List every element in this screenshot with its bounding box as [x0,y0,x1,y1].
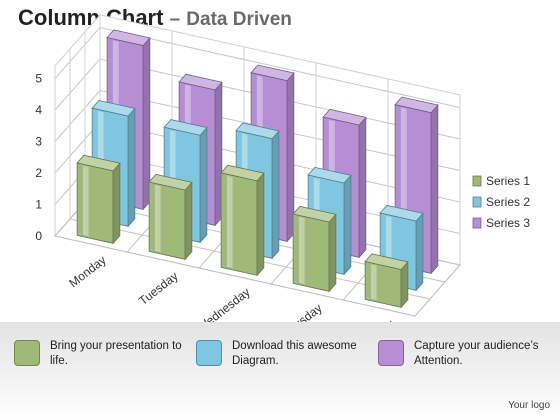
column-top [379,204,424,222]
column-top [76,154,121,172]
column-highlight [298,216,305,285]
column-side [415,212,424,292]
column-side [199,126,208,244]
x-category-label: Tuesday [136,269,181,308]
column-highlight [226,175,233,269]
column-side [184,181,193,261]
column-top [148,173,193,191]
column-top [307,166,352,184]
x-category-label: Wednesday [194,285,252,322]
column-front [220,172,258,276]
column-side [358,116,367,259]
column-monday-series-1 [76,154,121,245]
y-tick-label: 1 [35,198,42,212]
callout-text: Capture your audience’s Attention. [414,340,539,367]
column-front [76,162,114,244]
callout-text: Download this awesome Diagram. [232,340,357,367]
y-tick-label: 5 [35,72,42,86]
callout-swatch [378,340,404,366]
legend-swatch [472,217,482,229]
column-top [106,29,151,46]
column-top [91,99,136,117]
legend-item: Series 2 [472,195,530,209]
footer-brand: Your logo [508,400,550,411]
floor-line [54,235,416,317]
legend: Series 1 Series 2 Series 3 [472,174,530,230]
column-top [364,253,409,270]
column-top [178,73,223,91]
legend-label: Series 1 [486,174,530,188]
column-side [112,162,121,245]
column-front [148,181,186,260]
column-highlight [82,165,89,237]
title-dash: – [169,9,181,30]
x-category-label: Monday [66,253,108,290]
column-highlight [154,184,161,253]
column-side [343,174,352,276]
floor-line [414,264,461,317]
column-friday-series-1 [364,253,409,309]
x-category-label: Thrusday [277,301,325,322]
column-top [250,64,295,82]
legend-swatch [472,175,482,187]
column-side [271,129,280,260]
callout-text: Bring your presentation to life. [50,340,182,367]
footer-band [0,322,560,420]
callout-swatch [196,340,222,366]
y-tick-label: 2 [35,166,42,180]
column-top [394,96,439,114]
legend-item: Series 3 [472,216,530,230]
legend-swatch [472,196,482,208]
legend-label: Series 3 [486,216,530,230]
column-side [256,172,265,277]
column-chart-3d: 012345MondayTuesdayWednesdayThrusdayFrid… [35,13,530,322]
column-top [235,122,280,140]
column-top [322,108,367,126]
column-front [292,213,330,292]
title-subtitle: Data Driven [186,9,292,30]
y-tick-label: 4 [35,103,42,117]
column-top [220,164,265,182]
column-side [127,107,136,228]
column-side [430,103,439,275]
callout-swatch [14,340,40,366]
columns [76,29,439,309]
column-tuesday-series-1 [148,173,193,261]
legend-label: Series 2 [486,195,530,209]
y-tick-label: 0 [35,229,42,243]
legend-item: Series 1 [472,174,530,188]
column-thrusday-series-1 [292,205,337,293]
column-top [292,205,337,223]
column-side [328,213,337,293]
column-top [163,119,208,136]
y-tick-label: 3 [35,135,42,149]
column-wednesday-series-1 [220,164,265,277]
column-highlight [370,264,377,301]
